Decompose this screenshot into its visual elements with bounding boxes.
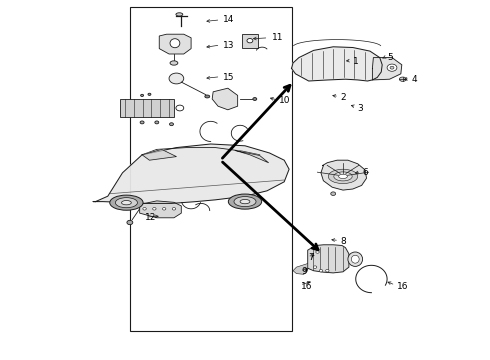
Text: 7: 7 [309,253,315,262]
Text: 16: 16 [397,282,408,291]
Ellipse shape [169,73,184,84]
Polygon shape [308,245,349,273]
Text: 8: 8 [341,237,346,246]
Ellipse shape [176,13,183,16]
Text: 15: 15 [223,73,234,82]
Ellipse shape [155,121,159,124]
Ellipse shape [163,208,166,210]
Text: 3: 3 [358,104,364,113]
Polygon shape [159,34,191,54]
Ellipse shape [253,98,257,100]
Ellipse shape [328,169,358,184]
Polygon shape [372,58,402,80]
Ellipse shape [170,123,173,126]
Ellipse shape [228,194,262,209]
Ellipse shape [234,197,256,207]
Ellipse shape [115,198,137,208]
Ellipse shape [240,199,250,204]
Text: 5: 5 [387,53,393,62]
Bar [120,99,174,117]
Ellipse shape [351,255,359,263]
Ellipse shape [122,201,131,205]
Bar [130,7,292,331]
Ellipse shape [176,105,184,111]
Text: 2: 2 [341,93,346,102]
Ellipse shape [143,208,147,210]
Text: 11: 11 [272,33,283,42]
Text: 12: 12 [145,213,156,222]
Ellipse shape [331,192,336,195]
Polygon shape [292,47,382,81]
Ellipse shape [326,269,329,272]
Ellipse shape [141,94,144,96]
Ellipse shape [334,172,352,181]
Text: 1: 1 [353,57,359,66]
Text: 6: 6 [363,168,368,177]
Text: 16: 16 [301,282,313,291]
Bar [242,34,258,48]
Ellipse shape [170,39,180,48]
Ellipse shape [148,93,151,95]
Polygon shape [235,150,269,163]
Polygon shape [93,144,289,203]
Polygon shape [212,88,238,110]
Ellipse shape [205,95,210,98]
Ellipse shape [314,266,317,269]
Text: 10: 10 [279,96,291,105]
Polygon shape [321,160,367,190]
Ellipse shape [399,77,406,81]
Text: 13: 13 [223,41,234,50]
Ellipse shape [390,66,394,69]
Polygon shape [142,149,176,160]
Ellipse shape [319,269,322,272]
Polygon shape [140,201,181,218]
Ellipse shape [247,39,253,43]
Ellipse shape [170,61,178,65]
Ellipse shape [127,220,133,225]
Ellipse shape [172,208,176,210]
Ellipse shape [339,174,347,179]
Ellipse shape [110,195,143,210]
Ellipse shape [348,252,363,266]
Text: 14: 14 [223,15,234,24]
Ellipse shape [153,208,156,210]
Ellipse shape [316,251,319,253]
Polygon shape [293,264,308,274]
Ellipse shape [140,121,144,124]
Text: 4: 4 [412,75,417,84]
Text: 9: 9 [301,267,307,276]
Ellipse shape [387,64,397,71]
